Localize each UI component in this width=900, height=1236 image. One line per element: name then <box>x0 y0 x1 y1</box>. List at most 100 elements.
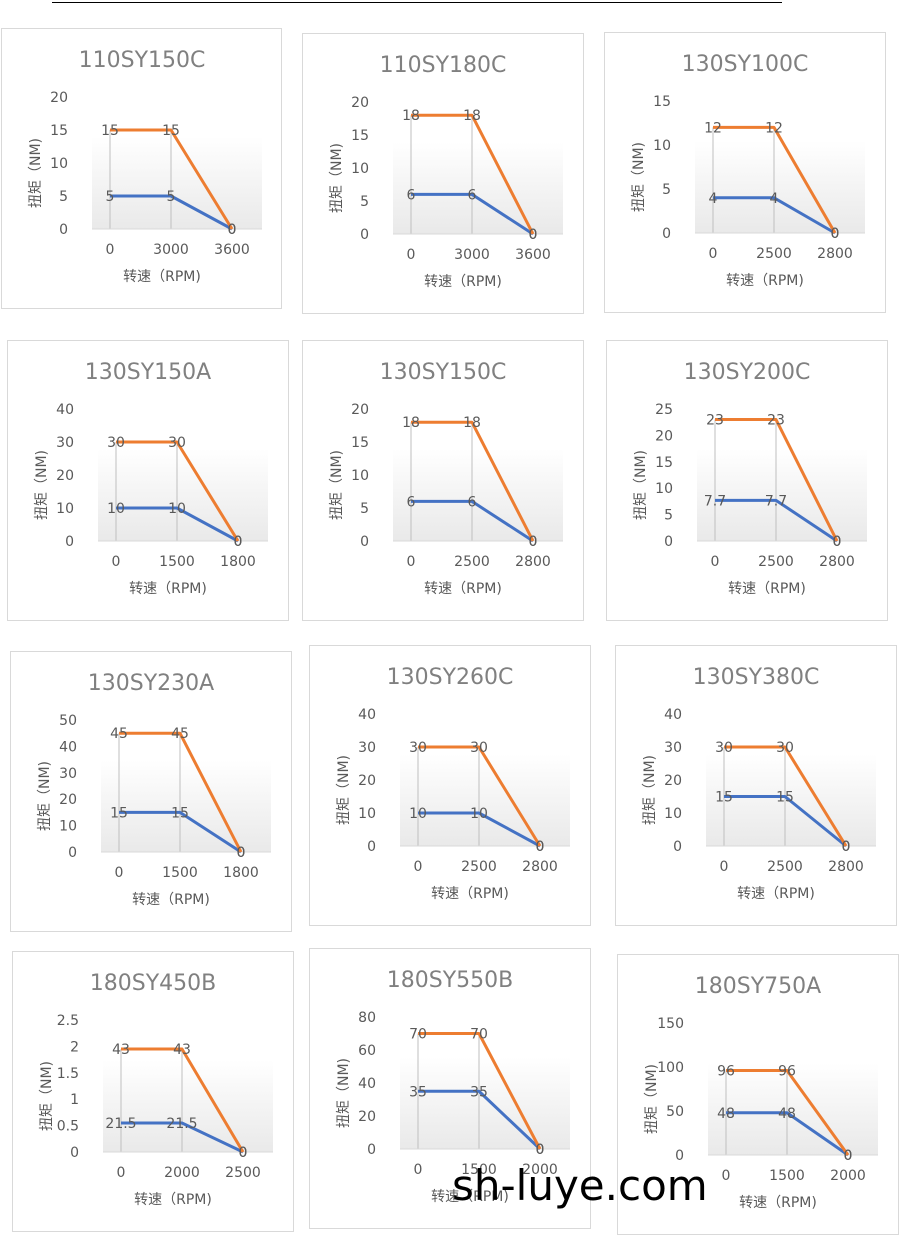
series-line-rated <box>119 810 242 854</box>
data-label: 0 <box>239 1145 248 1161</box>
data-label: 12 <box>704 120 722 136</box>
x-axis-label: 转速（RPM) <box>739 1195 817 1211</box>
x-tick-label: 2000 <box>522 1162 558 1178</box>
data-label: 0 <box>536 1142 545 1158</box>
x-tick-label: 2500 <box>461 859 497 875</box>
x-axis-label: 转速（RPM) <box>737 886 815 902</box>
data-label: 10 <box>409 806 427 822</box>
y-axis-label: 扭矩（NM) <box>644 1064 660 1134</box>
x-tick-label: 2500 <box>758 554 794 570</box>
x-tick-label: 1500 <box>769 1168 805 1184</box>
data-label: 0 <box>529 227 538 243</box>
data-label: 5 <box>106 189 115 205</box>
series-line-rated <box>116 506 239 543</box>
data-label: 30 <box>470 740 488 756</box>
y-tick-label: 10 <box>59 819 77 835</box>
y-tick-label: 40 <box>358 707 376 723</box>
chart-svg: 130SY200C 0 5 10 15 20 25 扭矩（NM) 0 2500 2800 转速（RPM… <box>633 360 867 597</box>
y-axis-label: 扭矩（NM) <box>39 1061 55 1131</box>
data-label: 18 <box>463 415 481 431</box>
data-label: 0 <box>529 534 538 550</box>
data-label: 18 <box>402 415 420 431</box>
x-tick-label: 0 <box>709 246 718 262</box>
data-label: 30 <box>715 740 733 756</box>
chart-panel-11: 180SY550B 0 20 40 60 80 扭矩（NM) 0 1500 2000 转速（RPM)… <box>309 948 591 1229</box>
data-label: 96 <box>717 1064 735 1080</box>
y-tick-label: 0 <box>68 845 77 861</box>
series-line-peak <box>724 745 848 847</box>
y-tick-label: 40 <box>664 707 682 723</box>
y-tick-label: 5 <box>59 189 68 205</box>
chart-title: 130SY380C <box>693 665 820 690</box>
x-axis-label: 转速（RPM) <box>728 581 806 597</box>
top-divider <box>52 2 782 3</box>
data-label: 0 <box>842 839 851 855</box>
watermark-text: sh-luye.com <box>452 1161 708 1210</box>
chart-panel-6: 130SY200C 0 5 10 15 20 25 扭矩（NM) 0 2500 2800 转速（RPM… <box>606 340 888 621</box>
series-line-peak <box>418 745 542 847</box>
x-tick-label: 0 <box>112 554 121 570</box>
x-tick-label: 0 <box>407 247 416 263</box>
y-tick-label: 40 <box>358 1076 376 1092</box>
x-axis-label: 转速（RPM) <box>123 269 201 285</box>
series-line-rated <box>713 196 836 235</box>
y-tick-label: 15 <box>655 455 673 471</box>
y-tick-label: 5 <box>662 182 671 198</box>
data-label: 18 <box>402 108 420 124</box>
x-tick-label: 0 <box>414 1162 423 1178</box>
data-label: 12 <box>765 120 783 136</box>
chart-panel-4: 130SY150A 0 10 20 30 40 扭矩（NM) 0 1500 1800 转速（RPM)… <box>7 340 289 621</box>
data-label: 43 <box>173 1042 191 1058</box>
x-tick-label: 3600 <box>214 242 250 258</box>
data-label: 30 <box>409 740 427 756</box>
chart-title: 180SY750A <box>695 974 821 999</box>
y-tick-label: 80 <box>358 1010 376 1026</box>
chart-title: 130SY200C <box>684 360 811 385</box>
y-tick-label: 30 <box>56 435 74 451</box>
x-tick-label: 1800 <box>220 554 256 570</box>
data-label: 23 <box>767 413 785 429</box>
chart-panel-8: 130SY260C 0 10 20 30 40 扭矩（NM) 0 2500 2800 转速（RPM)… <box>309 645 591 926</box>
data-label: 0 <box>844 1148 853 1164</box>
plot-area <box>400 754 570 846</box>
data-label: 45 <box>171 726 189 742</box>
series-line-peak <box>116 440 240 542</box>
chart-title: 110SY150C <box>79 48 206 73</box>
x-tick-label: 2800 <box>515 554 551 570</box>
series-line-peak <box>713 125 837 234</box>
x-tick-label: 0 <box>722 1168 731 1184</box>
y-tick-label: 0 <box>70 1145 79 1161</box>
x-tick-label: 0 <box>711 554 720 570</box>
chart-svg: 180SY550B 0 20 40 60 80 扭矩（NM) 0 1500 2000 转速（RPM)… <box>336 968 570 1205</box>
chart-title: 130SY150C <box>380 360 507 385</box>
y-tick-label: 0 <box>360 227 369 243</box>
y-tick-label: 150 <box>657 1016 684 1032</box>
series-line-rated <box>418 1089 542 1151</box>
chart-svg: 110SY180C 0 5 10 15 20 扭矩（NM) 0 3000 3600 转速（RPM) 6… <box>329 53 563 290</box>
y-tick-label: 0 <box>675 1148 684 1164</box>
y-tick-label: 10 <box>664 806 682 822</box>
x-tick-label: 2800 <box>817 246 853 262</box>
data-label: 6 <box>468 494 477 510</box>
y-tick-label: 0 <box>662 226 671 242</box>
y-tick-label: 10 <box>351 468 369 484</box>
x-tick-label: 2800 <box>828 859 864 875</box>
x-tick-label: 0 <box>414 859 423 875</box>
x-axis-label: 转速（RPM) <box>424 581 502 597</box>
plot-area <box>98 449 268 541</box>
data-label: 6 <box>468 187 477 203</box>
series-line-peak <box>110 128 234 230</box>
data-label: 30 <box>168 435 186 451</box>
data-label: 0 <box>536 1142 545 1158</box>
chart-panel-7: 130SY230A 0 10 20 30 40 50 扭矩（NM) 0 1500 1800 转速（RP… <box>10 651 292 932</box>
chart-panel-5: 130SY150C 0 5 10 15 20 扭矩（NM) 0 2500 2800 转速（RPM) 6… <box>302 340 584 621</box>
x-tick-label: 2800 <box>819 554 855 570</box>
data-label: 10 <box>168 501 186 517</box>
y-tick-label: 20 <box>351 402 369 418</box>
y-tick-label: 20 <box>351 95 369 111</box>
series-line-peak <box>411 113 535 235</box>
y-tick-label: 10 <box>50 156 68 172</box>
y-tick-label: 0 <box>664 534 673 550</box>
y-axis-label: 扭矩（NM) <box>633 450 649 520</box>
data-label: 0 <box>529 227 538 243</box>
